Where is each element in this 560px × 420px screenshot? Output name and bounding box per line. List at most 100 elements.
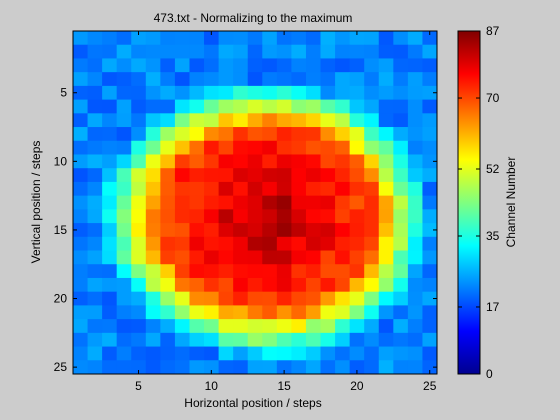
heatmap-cell xyxy=(102,277,118,293)
heatmap-cell xyxy=(116,223,132,238)
heatmap-cell xyxy=(102,44,118,59)
heatmap-cell xyxy=(131,140,147,155)
heatmap-cell xyxy=(291,277,307,293)
heatmap-cell xyxy=(291,44,307,59)
heatmap-cell xyxy=(335,209,351,224)
heatmap-cell xyxy=(407,58,423,73)
heatmap-cell xyxy=(407,223,423,238)
heatmap-cell xyxy=(116,250,132,265)
heatmap-cell xyxy=(276,236,292,251)
heatmap-cell xyxy=(364,332,380,347)
heatmap-cell xyxy=(145,264,161,279)
heatmap-cell xyxy=(174,250,190,265)
heatmap-cell xyxy=(116,127,132,142)
heatmap-cell xyxy=(174,58,190,73)
heatmap-cell xyxy=(291,346,307,361)
heatmap-cell xyxy=(291,291,307,306)
heatmap-cell xyxy=(262,264,278,279)
heatmap-cell xyxy=(131,346,147,361)
heatmap-cell xyxy=(116,346,132,361)
heatmap-cell xyxy=(247,319,263,334)
heatmap-cell xyxy=(349,99,365,114)
heatmap-cell xyxy=(393,127,409,142)
heatmap-cell xyxy=(247,140,263,155)
y-tick-label: 5 xyxy=(60,86,67,100)
heatmap-cell xyxy=(276,195,292,210)
heatmap-cell xyxy=(349,195,365,210)
heatmap-cell xyxy=(73,319,88,334)
heatmap-cell xyxy=(364,44,380,59)
heatmap-cell xyxy=(218,209,234,224)
heatmap-cell xyxy=(233,127,249,142)
heatmap-cell xyxy=(174,209,190,224)
heatmap-cell xyxy=(145,277,161,293)
heatmap-cell xyxy=(145,31,161,46)
heatmap-cell xyxy=(218,31,234,46)
heatmap-cell xyxy=(378,195,394,210)
heatmap-cell xyxy=(349,31,365,46)
heatmap-cell xyxy=(247,305,263,320)
heatmap-cell xyxy=(305,346,321,361)
heatmap-cell xyxy=(320,113,336,128)
heatmap-cell xyxy=(393,223,409,238)
heatmap-cell xyxy=(233,99,249,114)
heatmap-cell xyxy=(364,113,380,128)
heatmap-cell xyxy=(145,58,161,73)
y-tick-label: 10 xyxy=(54,154,68,168)
heatmap-cell xyxy=(204,44,219,59)
heatmap-cell xyxy=(145,168,161,183)
heatmap-cell xyxy=(131,181,147,197)
heatmap-cell xyxy=(204,264,219,279)
heatmap-cell xyxy=(349,127,365,142)
heatmap-cell xyxy=(291,264,307,279)
heatmap-cell xyxy=(393,181,409,197)
heatmap-cell xyxy=(160,58,176,73)
heatmap-cell xyxy=(364,319,380,334)
heatmap-cell xyxy=(204,209,219,224)
heatmap-cell xyxy=(393,195,409,210)
x-tick-label: 15 xyxy=(277,379,291,393)
heatmap-cell xyxy=(305,127,321,142)
heatmap-cell xyxy=(189,195,205,210)
heatmap-cell xyxy=(422,291,438,306)
heatmap-cell xyxy=(305,360,321,375)
heatmap-cell xyxy=(247,360,263,375)
heatmap-cell xyxy=(160,168,176,183)
heatmap-cell xyxy=(320,277,336,293)
heatmap-cell xyxy=(247,264,263,279)
heatmap-cell xyxy=(393,168,409,183)
heatmap-cell xyxy=(204,127,219,142)
heatmap-cell xyxy=(218,277,234,293)
heatmap-cell xyxy=(131,291,147,306)
heatmap-cell xyxy=(160,31,176,46)
heatmap-cell xyxy=(364,181,380,197)
heatmap-cell xyxy=(335,72,351,87)
heatmap-cell xyxy=(305,168,321,183)
heatmap-cell xyxy=(378,127,394,142)
heatmap-cell xyxy=(204,305,219,320)
heatmap-cell xyxy=(422,209,438,224)
heatmap-cell xyxy=(320,127,336,142)
heatmap-cell xyxy=(407,360,423,375)
heatmap-cell xyxy=(291,223,307,238)
heatmap-cell xyxy=(116,58,132,73)
heatmap-cell xyxy=(247,209,263,224)
heatmap-cell xyxy=(262,291,278,306)
heatmap-cell xyxy=(247,291,263,306)
heatmap-cell xyxy=(116,44,132,59)
heatmap-cell xyxy=(218,85,234,100)
heatmap-cell xyxy=(262,346,278,361)
heatmap-cell xyxy=(262,85,278,100)
heatmap-cell xyxy=(174,181,190,197)
heatmap-cell xyxy=(73,99,88,114)
heatmap-cell xyxy=(320,319,336,334)
heatmap-cell xyxy=(102,360,118,375)
heatmap-cell xyxy=(189,99,205,114)
heatmap-cell xyxy=(160,332,176,347)
heatmap-cell xyxy=(174,127,190,142)
heatmap-cell xyxy=(160,236,176,251)
heatmap-cell xyxy=(349,305,365,320)
heatmap-cell xyxy=(364,85,380,100)
heatmap-cell xyxy=(291,319,307,334)
heatmap-cell xyxy=(145,140,161,155)
